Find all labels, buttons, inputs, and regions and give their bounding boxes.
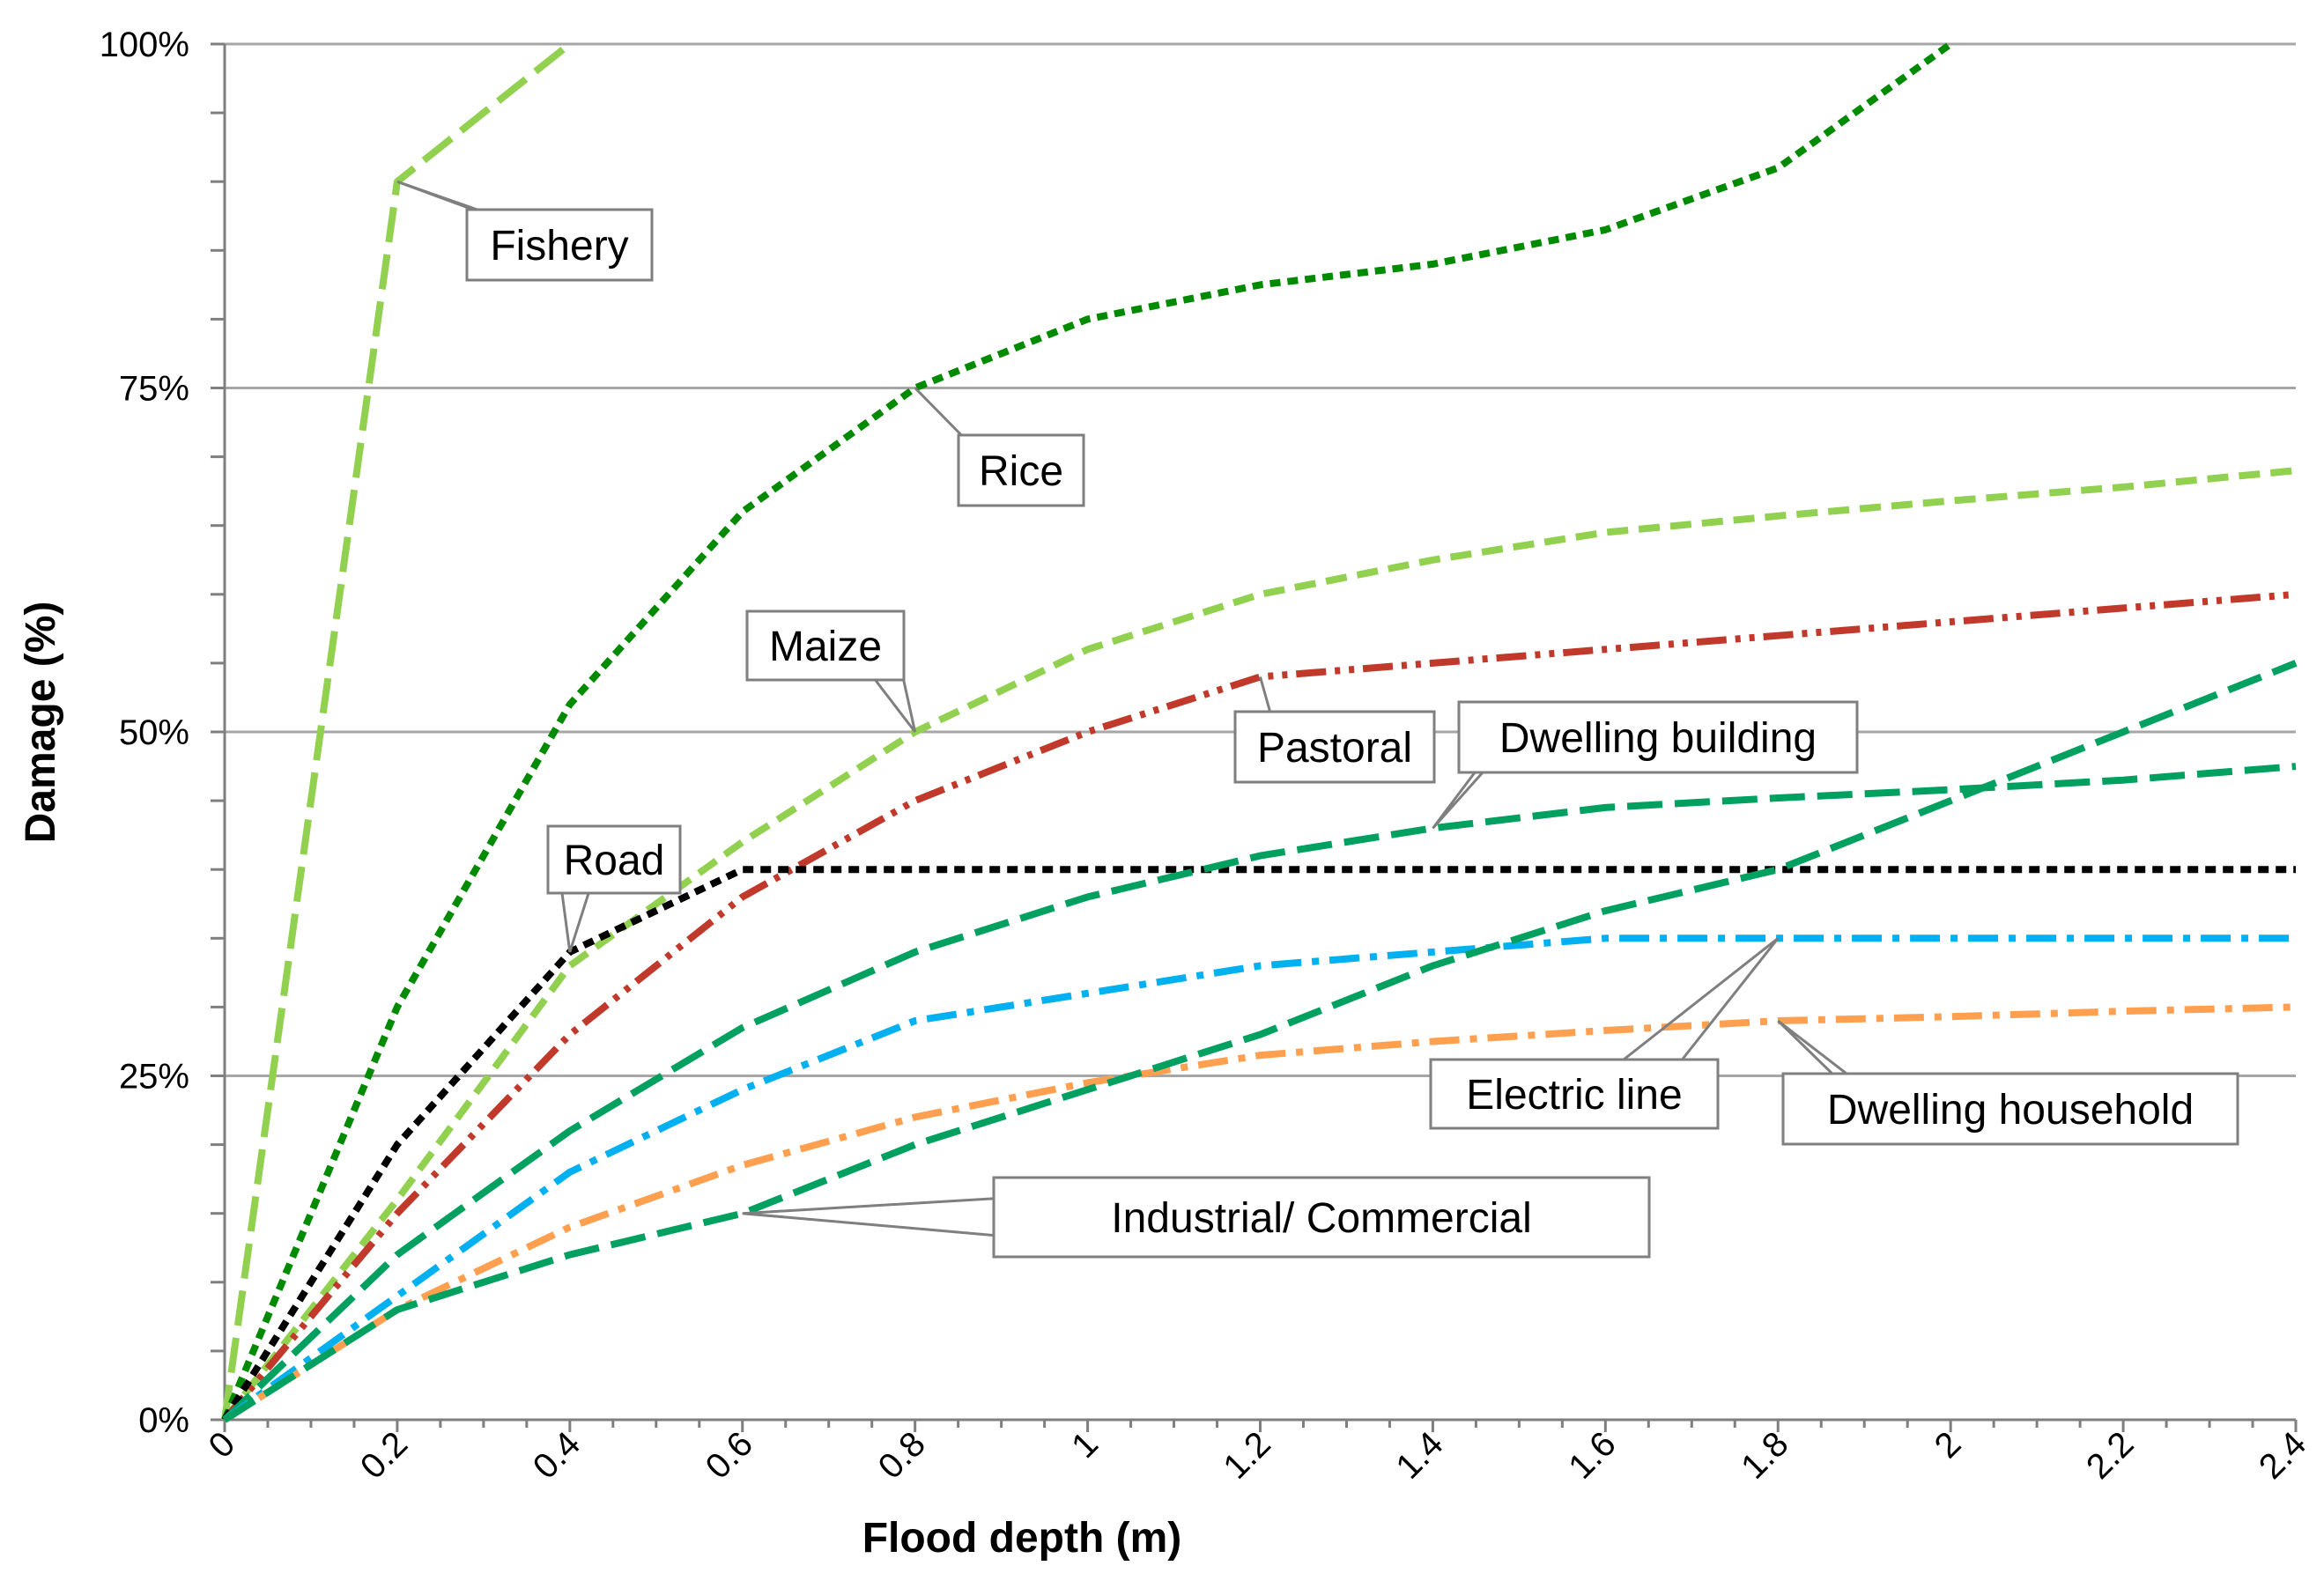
callout-label-dwelling-household: Dwelling household bbox=[1827, 1087, 2194, 1134]
callout-box-dwelling-building bbox=[1457, 700, 1859, 774]
callout-label-road: Road bbox=[564, 838, 665, 884]
y-tick-label: 50% bbox=[119, 713, 189, 752]
x-tick-label: 0.2 bbox=[353, 1424, 415, 1486]
callout-box-maize bbox=[745, 609, 906, 682]
y-tick-label: 0% bbox=[138, 1401, 189, 1440]
series-line-maize bbox=[221, 467, 2297, 1422]
series-line-fishery bbox=[221, 41, 573, 1421]
x-tick-label: 1.2 bbox=[1216, 1424, 1277, 1486]
callout-box-electric-line bbox=[1429, 1058, 1720, 1130]
x-tick-label: 1.6 bbox=[1561, 1424, 1623, 1486]
y-tick-label: 25% bbox=[119, 1058, 189, 1097]
series-line-industrial-commercial bbox=[222, 660, 2298, 1423]
axis-layer bbox=[211, 42, 2298, 1432]
series-line-dwelling-building bbox=[222, 763, 2297, 1422]
x-tick-label: 0 bbox=[202, 1424, 243, 1466]
series-line-pastoral bbox=[221, 590, 2297, 1422]
x-tick-label: 2 bbox=[1928, 1424, 1969, 1466]
x-tick-label: 0.4 bbox=[526, 1424, 588, 1486]
callout-layer: Fishery Rice Maize Pastoral Dwelling buildin… bbox=[396, 180, 2239, 1259]
x-tick-label: 0.8 bbox=[871, 1424, 933, 1486]
series-line-electric-line bbox=[222, 934, 2296, 1423]
callout-leader bbox=[742, 1195, 1015, 1239]
x-tick-label: 2.2 bbox=[2079, 1424, 2141, 1486]
y-tick-label: 100% bbox=[100, 26, 189, 64]
callout-box-rice bbox=[957, 433, 1085, 507]
callout-box-road bbox=[546, 824, 682, 895]
x-tick-label: 0.6 bbox=[699, 1424, 760, 1486]
callout-label-rice: Rice bbox=[979, 448, 1063, 495]
x-axis-title: Flood depth (m) bbox=[862, 1515, 1182, 1562]
callout-label-dwelling-building: Dwelling building bbox=[1499, 715, 1817, 762]
x-tick-label: 1 bbox=[1064, 1424, 1106, 1466]
x-tick-label: 1.8 bbox=[1734, 1424, 1795, 1486]
callout-label-maize: Maize bbox=[769, 624, 882, 670]
callout-label-fishery: Fishery bbox=[490, 223, 628, 270]
series-line-dwelling-household bbox=[222, 1003, 2297, 1423]
callout-label-industrial-commercial: Industrial/ Commercial bbox=[1111, 1195, 1531, 1242]
y-tick-label: 75% bbox=[119, 370, 189, 409]
x-tick-label: 1.4 bbox=[1388, 1424, 1450, 1486]
y-axis-title: Damage (%) bbox=[18, 602, 64, 844]
callout-box-fishery bbox=[465, 208, 654, 282]
callout-label-electric-line: Electric line bbox=[1466, 1072, 1682, 1119]
grid-layer bbox=[225, 42, 2296, 1077]
callout-box-pastoral bbox=[1233, 710, 1436, 784]
series-line-rice bbox=[221, 41, 1953, 1422]
callout-box-dwelling-household bbox=[1781, 1072, 2239, 1146]
callout-label-pastoral: Pastoral bbox=[1257, 725, 1412, 772]
x-tick-label: 2.4 bbox=[2252, 1424, 2313, 1486]
callout-box-industrial-commercial bbox=[992, 1176, 1651, 1259]
